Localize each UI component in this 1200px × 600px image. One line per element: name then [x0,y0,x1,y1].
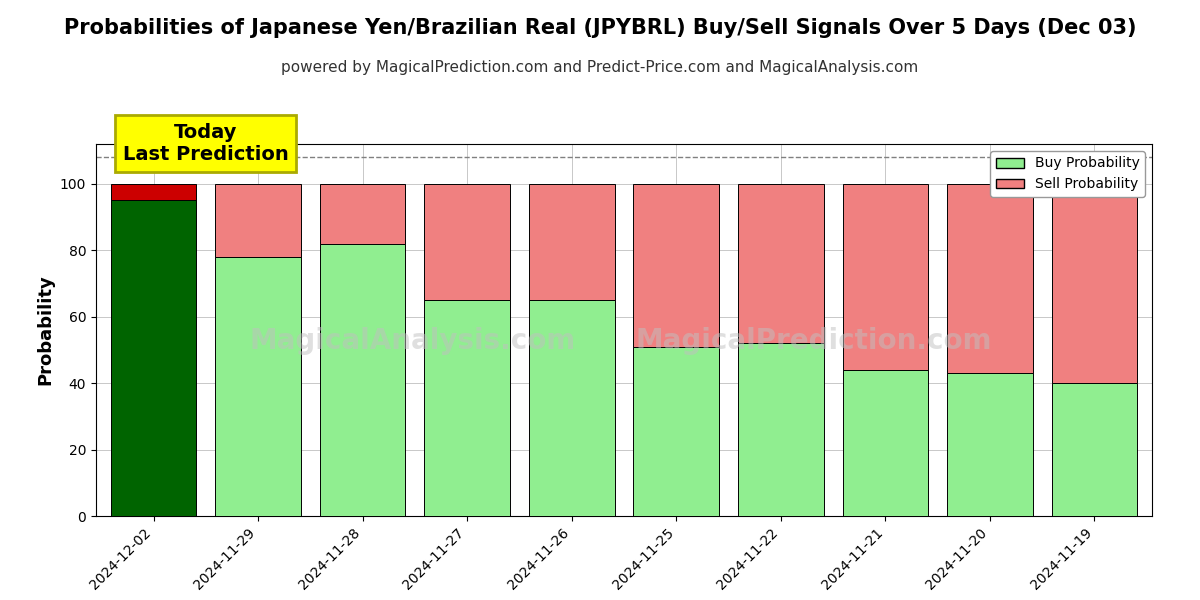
Text: powered by MagicalPrediction.com and Predict-Price.com and MagicalAnalysis.com: powered by MagicalPrediction.com and Pre… [281,60,919,75]
Legend: Buy Probability, Sell Probability: Buy Probability, Sell Probability [990,151,1145,197]
Bar [215,184,301,257]
Bar [425,184,510,300]
X-axis label: Days: Days [600,599,648,600]
Bar [947,373,1033,516]
Bar [634,347,719,516]
Bar [1051,184,1138,383]
Text: MagicalPrediction.com: MagicalPrediction.com [636,327,992,355]
Text: MagicalAnalysis.com: MagicalAnalysis.com [250,327,576,355]
Text: Today
Last Prediction: Today Last Prediction [122,123,289,164]
Bar [947,184,1033,373]
Bar [529,300,614,516]
Bar [110,184,197,200]
Y-axis label: Probability: Probability [36,275,54,385]
Bar [215,257,301,516]
Bar [738,343,823,516]
Bar [738,184,823,343]
Bar [842,370,929,516]
Bar [319,244,406,516]
Bar [319,184,406,244]
Bar [634,184,719,347]
Bar [110,200,197,516]
Bar [529,184,614,300]
Bar [842,184,929,370]
Bar [1051,383,1138,516]
Bar [425,300,510,516]
Text: Probabilities of Japanese Yen/Brazilian Real (JPYBRL) Buy/Sell Signals Over 5 Da: Probabilities of Japanese Yen/Brazilian … [64,18,1136,38]
